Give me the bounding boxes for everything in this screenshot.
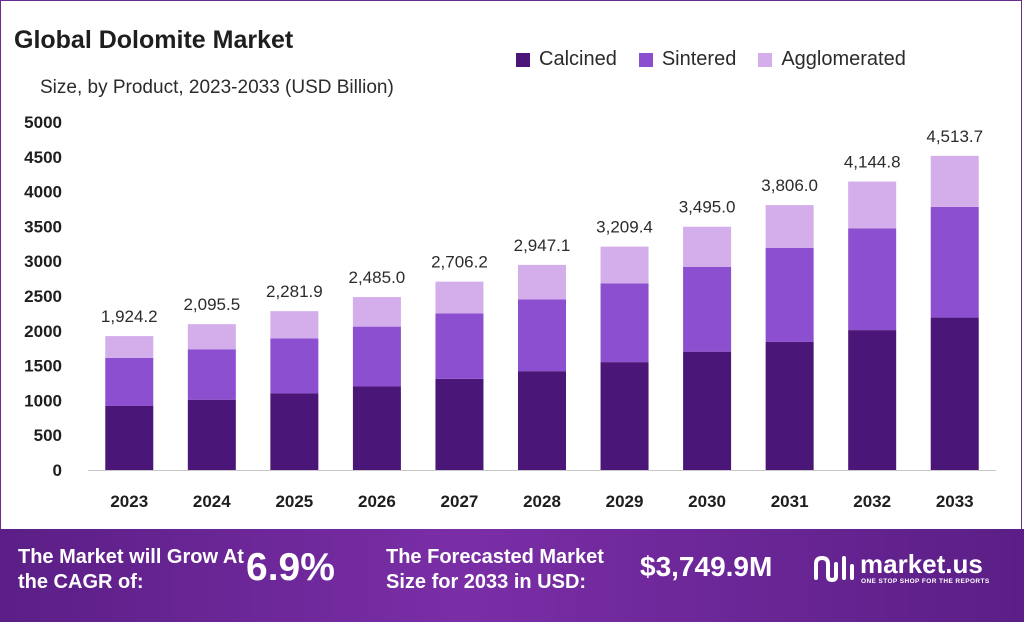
forecast-value: $3,749.9M xyxy=(640,551,773,582)
bar-segment-calcined xyxy=(435,378,484,470)
market-us-logo-icon xyxy=(814,555,854,583)
brand-tagline: ONE STOP SHOP FOR THE REPORTS xyxy=(861,578,990,585)
bar-segment-sintered xyxy=(270,338,319,394)
legend-swatch-calcined xyxy=(516,52,530,67)
legend-swatch-agglomerated xyxy=(758,52,773,67)
bar-segment-sintered xyxy=(518,299,566,372)
bar-segment-sintered xyxy=(352,326,401,387)
bar-segment-calcined xyxy=(518,371,566,470)
bar-segment-agglomerated xyxy=(105,336,154,358)
y-tick-label: 4500 xyxy=(24,148,62,167)
legend-item-calcined: Calcined xyxy=(516,48,617,71)
legend-label-agglomerated: Agglomerated xyxy=(781,48,906,70)
bar-segment-calcined xyxy=(765,341,814,470)
legend: Calcined Sintered Agglomerated xyxy=(516,48,906,71)
bar-total-label: 4,144.8 xyxy=(844,153,901,172)
bar-segment-calcined xyxy=(352,386,401,470)
y-tick-label: 5000 xyxy=(24,113,62,132)
bar-segment-calcined xyxy=(270,393,319,470)
y-tick-label: 1500 xyxy=(24,357,62,376)
bar-total-label: 3,209.4 xyxy=(596,218,653,237)
y-tick-label: 0 xyxy=(53,461,62,480)
x-tick-label: 2031 xyxy=(771,492,809,511)
y-tick-label: 3000 xyxy=(24,252,62,271)
bar-segment-calcined xyxy=(187,399,236,470)
cagr-label: The Market will Grow At the CAGR of: xyxy=(18,546,244,593)
stacked-bar-chart: 0 500 1000 1500 2000 2500 3000 3500 4000 4500 5000… xyxy=(24,113,996,511)
bar-total-label: 2,706.2 xyxy=(431,253,488,272)
bar-segment-agglomerated xyxy=(765,205,814,248)
bar-segment-agglomerated xyxy=(930,155,979,207)
bar-total-label: 4,513.7 xyxy=(926,127,983,146)
bar-segment-calcined xyxy=(600,362,649,470)
bar-segment-sintered xyxy=(683,266,732,352)
bar-total-label: 2,947.1 xyxy=(514,236,571,255)
x-tick-label: 2026 xyxy=(358,492,396,511)
bar-segment-calcined xyxy=(930,317,979,470)
y-tick-label: 2500 xyxy=(24,287,62,306)
bar-segment-sintered xyxy=(105,357,154,406)
forecast-label: The Forecasted Market Size for 2033 in U… xyxy=(386,546,604,593)
cagr-value: 6.9% xyxy=(246,546,335,589)
legend-label-calcined: Calcined xyxy=(539,48,617,70)
bar-segment-agglomerated xyxy=(848,181,897,229)
y-tick-label: 500 xyxy=(34,426,62,445)
bar-segment-sintered xyxy=(765,247,814,342)
x-tick-label: 2033 xyxy=(936,492,974,511)
y-tick-label: 4000 xyxy=(24,183,62,202)
brand-name: market.us xyxy=(860,549,983,579)
y-tick-label: 1000 xyxy=(24,391,62,410)
y-tick-label: 2000 xyxy=(24,322,62,341)
legend-item-sintered: Sintered xyxy=(638,48,737,71)
x-tick-label: 2029 xyxy=(606,492,644,511)
legend-label-sintered: Sintered xyxy=(661,48,737,70)
bar-segment-agglomerated xyxy=(435,281,484,314)
x-tick-label: 2027 xyxy=(441,492,479,511)
bar-segment-sintered xyxy=(930,206,979,318)
legend-swatch-sintered xyxy=(638,52,653,67)
bar-segment-agglomerated xyxy=(518,264,566,300)
x-tick-label: 2023 xyxy=(110,492,148,511)
x-tick-label: 2025 xyxy=(275,492,313,511)
x-tick-label: 2032 xyxy=(853,492,891,511)
bar-segment-agglomerated xyxy=(600,246,649,284)
bar-segment-sintered xyxy=(600,283,649,363)
bar-segment-calcined xyxy=(683,351,732,470)
bar-total-label: 3,806.0 xyxy=(761,176,818,195)
x-tick-label: 2030 xyxy=(688,492,726,511)
bar-total-label: 1,924.2 xyxy=(101,307,158,326)
legend-item-agglomerated: Agglomerated xyxy=(758,48,906,71)
y-tick-label: 3500 xyxy=(24,217,62,236)
bar-segment-sintered xyxy=(435,313,484,379)
bar-segment-calcined xyxy=(105,405,154,470)
chart-title: Global Dolomite Market xyxy=(14,26,294,54)
bar-segment-calcined xyxy=(848,330,897,470)
bar-segment-agglomerated xyxy=(270,311,319,339)
bar-segment-agglomerated xyxy=(187,324,236,350)
bar-segment-sintered xyxy=(187,349,236,400)
x-tick-label: 2024 xyxy=(193,492,231,511)
bar-segment-sintered xyxy=(848,228,897,331)
x-tick-label: 2028 xyxy=(523,492,561,511)
bar-total-label: 2,485.0 xyxy=(349,268,406,287)
bar-total-label: 2,095.5 xyxy=(183,295,240,314)
chart-subtitle: Size, by Product, 2023-2033 (USD Billion… xyxy=(40,77,394,98)
bar-total-label: 2,281.9 xyxy=(266,282,323,301)
bar-segment-agglomerated xyxy=(352,297,401,327)
bar-segment-agglomerated xyxy=(683,226,732,267)
bar-total-label: 3,495.0 xyxy=(679,198,736,217)
